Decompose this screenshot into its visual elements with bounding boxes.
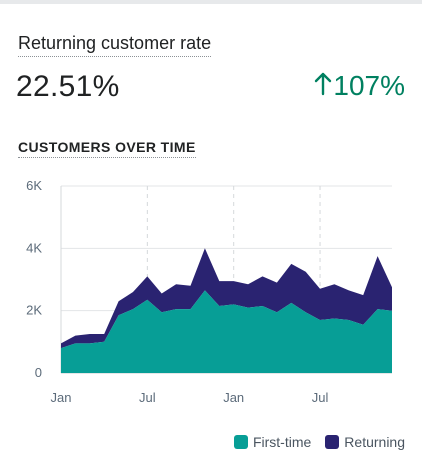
legend-swatch-first-time [233, 435, 248, 449]
metric-value: 22.51% [16, 70, 120, 103]
legend-item-returning[interactable]: Returning [325, 434, 405, 450]
card-top-divider [0, 0, 422, 4]
legend-item-first-time[interactable]: First-time [233, 434, 312, 450]
legend-swatch-returning [325, 435, 340, 449]
metric-title[interactable]: Returning customer rate [18, 33, 212, 57]
x-tick-label: Jan [51, 390, 72, 405]
x-axis: Jan Jul Jan Jul [51, 390, 329, 405]
x-tick-label: Jan [223, 390, 244, 405]
chart-section-title[interactable]: CUSTOMERS OVER TIME [18, 139, 196, 158]
y-tick-label: 0 [35, 365, 42, 380]
series-area-first-time [61, 290, 392, 373]
y-tick-label: 4K [26, 240, 42, 255]
y-tick-label: 2K [26, 303, 42, 318]
metric-change: 107% [314, 70, 405, 102]
x-tick-label: Jul [312, 390, 329, 405]
legend-label-returning: Returning [344, 434, 405, 450]
chart-legend: First-time Returning [220, 434, 405, 450]
y-tick-label: 6K [26, 178, 42, 193]
series-area-returning [61, 248, 392, 349]
legend-label-first-time: First-time [252, 434, 312, 450]
y-axis: 0 2K 4K 6K [26, 178, 42, 380]
metric-change-value: 107% [333, 70, 405, 101]
customers-over-time-chart: 0 2K 4K 6K Jan Jul Jan Jul [26, 178, 392, 405]
x-tick-label: Jul [139, 390, 156, 405]
chart-areas [61, 248, 392, 373]
arrow-up-icon [315, 72, 332, 96]
